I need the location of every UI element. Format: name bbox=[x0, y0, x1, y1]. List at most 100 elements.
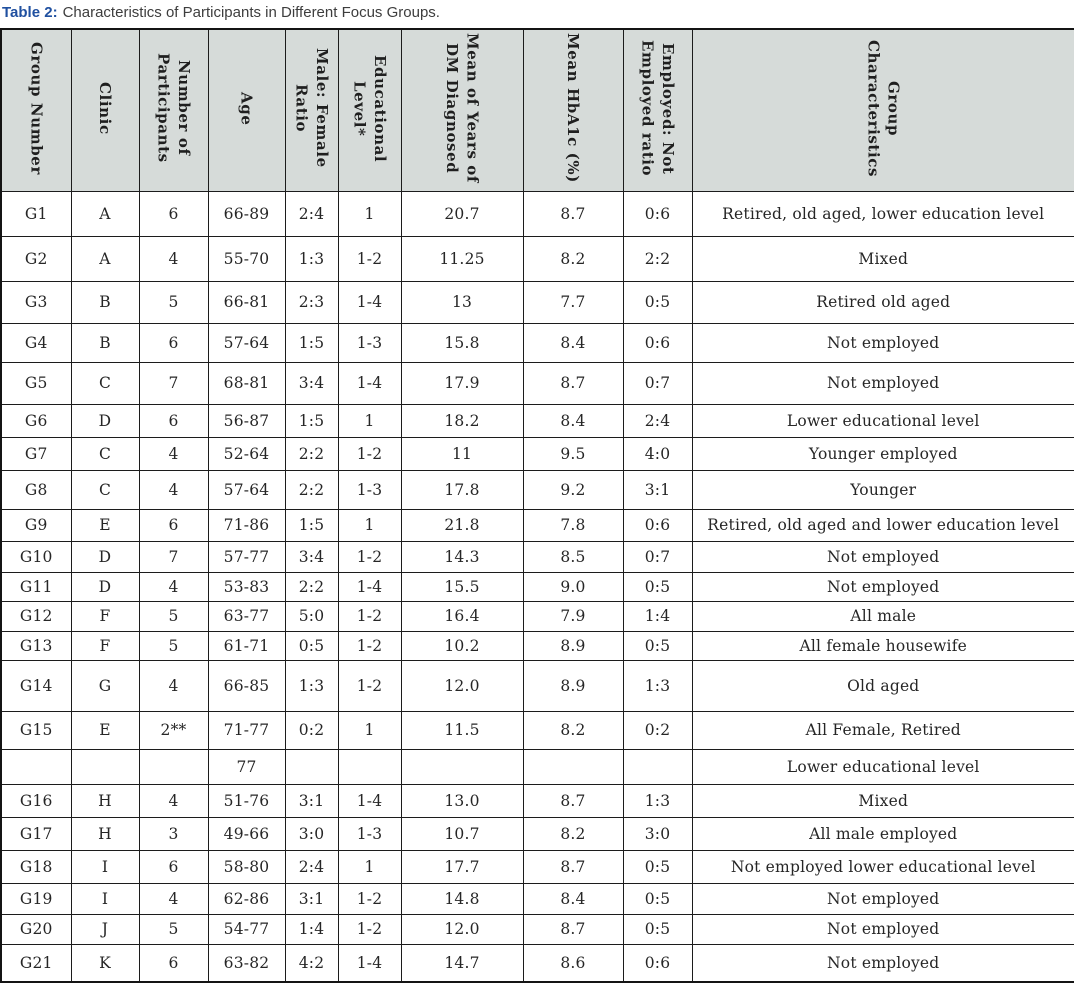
cell-male-female-ratio: 1:5 bbox=[284, 403, 339, 438]
table-row: G5 C 7 68-81 3:4 1-4 17.9 8.7 0:7 Not employed bbox=[0, 361, 1074, 405]
cell-mean-years-dm-diagnosed: 11.25 bbox=[400, 235, 524, 282]
cell-number-of-participants: 4 bbox=[138, 882, 209, 915]
cell-group-characteristics: Mixed bbox=[691, 783, 1074, 818]
cell-mean-hba1c: 8.7 bbox=[522, 913, 624, 945]
table-body: G1 A 6 66-89 2:4 1 20.7 8.7 0:6 Retired, old aged… bbox=[0, 190, 1074, 983]
cell-number-of-participants: 5 bbox=[138, 280, 209, 324]
cell-mean-hba1c: 7.7 bbox=[522, 280, 624, 324]
cell-mean-years-dm-diagnosed: 12.0 bbox=[400, 659, 524, 712]
cell-educational-level: 1-3 bbox=[337, 816, 402, 851]
cell-mean-hba1c: 8.2 bbox=[522, 710, 624, 750]
cell-male-female-ratio: 3:1 bbox=[284, 783, 339, 818]
cell-age: 71-86 bbox=[207, 508, 286, 542]
cell-mean-hba1c: 8.9 bbox=[522, 630, 624, 661]
cell-group-number: G5 bbox=[0, 361, 72, 405]
cell-group-number: G14 bbox=[0, 659, 72, 712]
cell-age: 57-64 bbox=[207, 469, 286, 510]
cell-male-female-ratio: 0:2 bbox=[284, 710, 339, 750]
cell-group-characteristics: Younger employed bbox=[691, 436, 1074, 471]
cell-educational-level: 1-2 bbox=[337, 882, 402, 915]
cell-group-characteristics: Not employed bbox=[691, 540, 1074, 573]
col-header-clinic: Clinic bbox=[70, 28, 140, 192]
cell-number-of-participants: 6 bbox=[138, 403, 209, 438]
cell-employed-not-employed-ratio: 0:5 bbox=[622, 849, 693, 884]
cell-employed-not-employed-ratio: 0:6 bbox=[622, 508, 693, 542]
cell-male-female-ratio bbox=[284, 748, 339, 785]
cell-mean-years-dm-diagnosed bbox=[400, 748, 524, 785]
cell-mean-years-dm-diagnosed: 18.2 bbox=[400, 403, 524, 438]
table-row: G15 E 2** 71-77 0:2 1 11.5 8.2 0:2 All Female, Re… bbox=[0, 710, 1074, 750]
col-header-label: Male: Female Ratio bbox=[292, 48, 331, 169]
cell-mean-hba1c: 8.2 bbox=[522, 816, 624, 851]
cell-clinic bbox=[70, 748, 140, 785]
cell-clinic: H bbox=[70, 783, 140, 818]
cell-number-of-participants: 6 bbox=[138, 322, 209, 363]
cell-age: 66-81 bbox=[207, 280, 286, 324]
cell-group-number: G1 bbox=[0, 190, 72, 237]
col-header-number-of-participants: Number of Participants bbox=[138, 28, 209, 192]
cell-mean-hba1c: 8.6 bbox=[522, 943, 624, 983]
cell-number-of-participants: 4 bbox=[138, 469, 209, 510]
cell-educational-level: 1-4 bbox=[337, 943, 402, 983]
cell-group-characteristics: Retired, old aged and lower education le… bbox=[691, 508, 1074, 542]
table-header: Group Number Clinic Number of Participan… bbox=[0, 28, 1074, 192]
cell-mean-years-dm-diagnosed: 10.2 bbox=[400, 630, 524, 661]
cell-employed-not-employed-ratio: 0:5 bbox=[622, 280, 693, 324]
cell-mean-years-dm-diagnosed: 17.9 bbox=[400, 361, 524, 405]
cell-group-number: G7 bbox=[0, 436, 72, 471]
cell-male-female-ratio: 2:2 bbox=[284, 436, 339, 471]
cell-mean-years-dm-diagnosed: 10.7 bbox=[400, 816, 524, 851]
cell-educational-level: 1-2 bbox=[337, 659, 402, 712]
cell-age: 66-89 bbox=[207, 190, 286, 237]
cell-group-characteristics: All male employed bbox=[691, 816, 1074, 851]
cell-mean-hba1c: 8.4 bbox=[522, 882, 624, 915]
cell-employed-not-employed-ratio: 0:7 bbox=[622, 361, 693, 405]
cell-age: 53-83 bbox=[207, 571, 286, 602]
cell-group-characteristics: Not employed bbox=[691, 361, 1074, 405]
table-row: 77 Lower educational level bbox=[0, 748, 1074, 785]
col-header-label: Mean HbA1c (%) bbox=[564, 33, 583, 184]
cell-number-of-participants: 3 bbox=[138, 816, 209, 851]
cell-educational-level: 1-2 bbox=[337, 436, 402, 471]
cell-group-number: G4 bbox=[0, 322, 72, 363]
table-row: G7 C 4 52-64 2:2 1-2 11 9.5 4:0 Younger employed bbox=[0, 436, 1074, 471]
cell-educational-level: 1-2 bbox=[337, 630, 402, 661]
cell-clinic: E bbox=[70, 710, 140, 750]
cell-clinic: D bbox=[70, 540, 140, 573]
cell-mean-years-dm-diagnosed: 14.7 bbox=[400, 943, 524, 983]
cell-number-of-participants: 6 bbox=[138, 508, 209, 542]
cell-clinic: F bbox=[70, 600, 140, 632]
cell-age: 68-81 bbox=[207, 361, 286, 405]
cell-number-of-participants bbox=[138, 748, 209, 785]
cell-mean-hba1c: 8.9 bbox=[522, 659, 624, 712]
cell-male-female-ratio: 3:4 bbox=[284, 540, 339, 573]
cell-number-of-participants: 4 bbox=[138, 571, 209, 602]
cell-clinic: F bbox=[70, 630, 140, 661]
focus-groups-table: Group Number Clinic Number of Participan… bbox=[0, 28, 1074, 983]
cell-group-characteristics: Old aged bbox=[691, 659, 1074, 712]
cell-mean-hba1c: 8.5 bbox=[522, 540, 624, 573]
cell-educational-level: 1-3 bbox=[337, 469, 402, 510]
cell-male-female-ratio: 3:4 bbox=[284, 361, 339, 405]
col-header-group-number: Group Number bbox=[0, 28, 72, 192]
cell-clinic: I bbox=[70, 882, 140, 915]
cell-group-number: G15 bbox=[0, 710, 72, 750]
cell-mean-years-dm-diagnosed: 14.3 bbox=[400, 540, 524, 573]
cell-clinic: A bbox=[70, 235, 140, 282]
cell-group-characteristics: Retired, old aged, lower education level bbox=[691, 190, 1074, 237]
cell-male-female-ratio: 2:3 bbox=[284, 280, 339, 324]
cell-age: 71-77 bbox=[207, 710, 286, 750]
cell-employed-not-employed-ratio: 3:1 bbox=[622, 469, 693, 510]
cell-employed-not-employed-ratio bbox=[622, 748, 693, 785]
cell-mean-years-dm-diagnosed: 21.8 bbox=[400, 508, 524, 542]
cell-age: 57-77 bbox=[207, 540, 286, 573]
cell-group-number: G2 bbox=[0, 235, 72, 282]
cell-mean-hba1c: 9.2 bbox=[522, 469, 624, 510]
cell-group-characteristics: Not employed lower educational level bbox=[691, 849, 1074, 884]
cell-group-number: G8 bbox=[0, 469, 72, 510]
cell-clinic: B bbox=[70, 280, 140, 324]
col-header-label: Age bbox=[237, 91, 256, 125]
cell-clinic: I bbox=[70, 849, 140, 884]
cell-group-characteristics: All female housewife bbox=[691, 630, 1074, 661]
cell-male-female-ratio: 1:5 bbox=[284, 322, 339, 363]
